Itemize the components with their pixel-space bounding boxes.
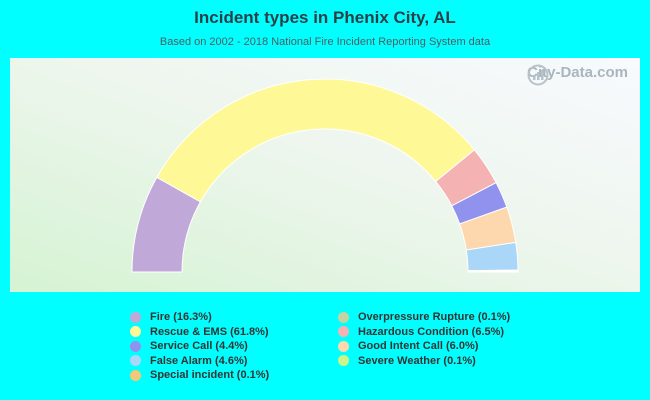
legend-item: Special incident (0.1%) (130, 368, 269, 383)
legend-label: Good Intent Call (6.0%) (358, 340, 479, 353)
chart-subtitle: Based on 2002 - 2018 National Fire Incid… (159, 36, 491, 48)
legend-item: Rescue & EMS (61.8%) (130, 325, 269, 340)
watermark: City-Data.com (527, 64, 628, 86)
slice-rescue-ems[interactable] (156, 78, 476, 203)
chart-title: Incident types in Phenix City, AL (194, 8, 456, 27)
legend-label: Overpressure Rupture (0.1%) (358, 311, 511, 324)
legend-label: Service Call (4.4%) (150, 340, 248, 353)
legend-item: Fire (16.3%) (130, 310, 269, 325)
legend-column-1: Fire (16.3%) Rescue & EMS (61.8%) Service … (130, 310, 269, 383)
legend-label: False Alarm (4.6%) (150, 354, 248, 367)
legend-label: Fire (16.3%) (150, 311, 212, 324)
half-donut-chart (131, 78, 519, 273)
legend-swatch (338, 340, 349, 352)
legend-column-2: Overpressure Rupture (0.1%) Hazardous Con… (338, 310, 510, 368)
legend-swatch (338, 311, 349, 323)
legend-label: Severe Weather (0.1%) (358, 354, 476, 367)
legend-item: Good Intent Call (6.0%) (338, 339, 510, 354)
legend-swatch (130, 355, 141, 367)
legend-item: Overpressure Rupture (0.1%) (338, 310, 510, 325)
legend-item: Severe Weather (0.1%) (338, 354, 510, 369)
legend-label: Hazardous Condition (6.5%) (358, 325, 505, 338)
legend-swatch (130, 311, 141, 323)
legend-swatch (130, 340, 141, 352)
slice-severe-weather[interactable] (467, 270, 519, 273)
legend-label: Rescue & EMS (61.8%) (150, 325, 269, 338)
legend-swatch (338, 355, 349, 367)
legend-swatch (338, 326, 349, 338)
legend-swatch (130, 369, 141, 381)
legend-swatch (130, 326, 141, 338)
legend-item: False Alarm (4.6%) (130, 354, 269, 369)
city-data-logo-icon (527, 64, 549, 86)
legend-item: Service Call (4.4%) (130, 339, 269, 354)
legend-item: Hazardous Condition (6.5%) (338, 325, 510, 340)
legend-label: Special incident (0.1%) (150, 369, 270, 382)
plot-area: City-Data.com (10, 58, 640, 292)
watermark-text: City-Data.com (527, 64, 628, 81)
